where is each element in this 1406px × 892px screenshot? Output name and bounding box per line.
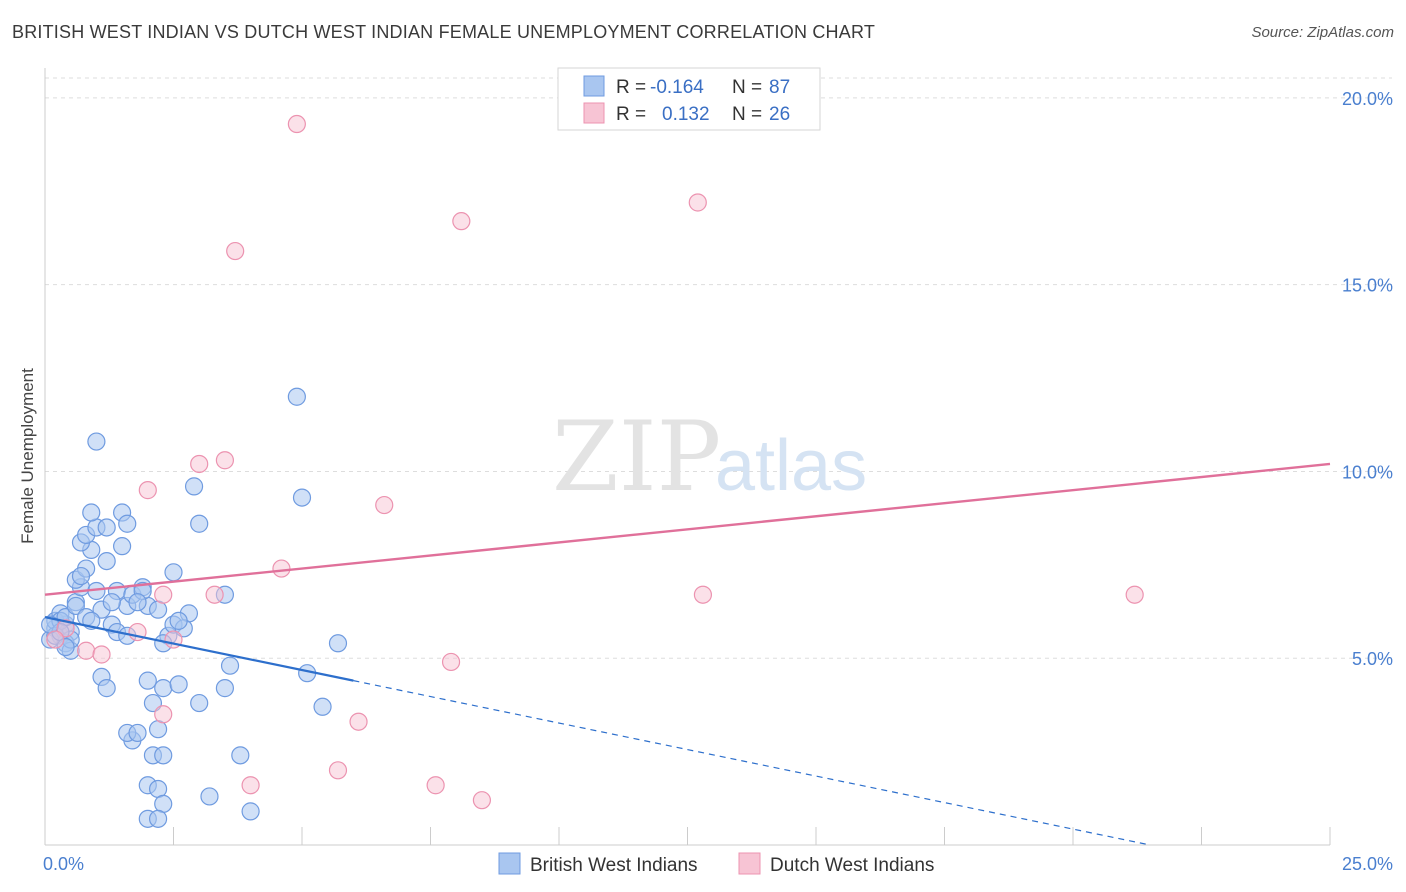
watermark-atlas: atlas <box>715 426 867 506</box>
legend-r-label-blue: R = <box>616 77 646 98</box>
legend-r-label-pink: R = <box>616 104 646 125</box>
data-point-british-west-indian <box>138 671 157 690</box>
x-axis-ticks <box>44 827 1331 845</box>
series-legend: British West Indians Dutch West Indians <box>498 852 934 876</box>
bottom-legend-label-pink: Dutch West Indians <box>770 855 934 876</box>
data-point-british-west-indian <box>118 514 137 533</box>
data-point-dutch-west-indian <box>241 776 260 795</box>
data-point-british-west-indian <box>148 809 168 828</box>
legend-n-value-pink: 26 <box>769 104 790 125</box>
data-point-british-west-indian <box>313 697 332 716</box>
legend-swatch-pink <box>583 102 605 124</box>
data-point-british-west-indian <box>97 551 116 571</box>
data-point-british-west-indian <box>287 387 306 406</box>
x-tick-label: 25.0% <box>1342 854 1393 874</box>
data-point-dutch-west-indian <box>688 193 707 212</box>
data-point-british-west-indian <box>143 693 163 713</box>
data-point-british-west-indian <box>190 514 209 533</box>
x-tick-label: 0.0% <box>43 854 84 874</box>
bottom-legend-swatch-pink <box>738 852 761 875</box>
data-point-dutch-west-indian <box>426 776 445 795</box>
trend-line-dutch-west-indians <box>44 462 1331 596</box>
legend-r-value-pink: 0.132 <box>662 104 710 125</box>
data-point-dutch-west-indian <box>375 495 394 515</box>
source-label: Source: ZipAtlas.com <box>1251 24 1394 41</box>
data-point-british-west-indian <box>71 566 91 586</box>
chart-title: BRITISH WEST INDIAN VS DUTCH WEST INDIAN… <box>12 22 876 42</box>
data-point-dutch-west-indian <box>154 585 173 604</box>
data-point-dutch-west-indian <box>215 451 234 470</box>
data-point-dutch-west-indian <box>138 481 157 500</box>
data-point-dutch-west-indian <box>287 114 306 134</box>
bottom-legend-label-blue: British West Indians <box>530 855 698 876</box>
trend-line-extension-british-west-indians <box>353 680 1151 846</box>
data-point-dutch-west-indian <box>56 619 75 638</box>
data-point-british-west-indian <box>184 477 204 496</box>
series-british-west-indians <box>41 387 348 828</box>
data-point-british-west-indian <box>220 656 240 675</box>
data-point-british-west-indian <box>154 746 173 765</box>
series-dutch-west-indians <box>46 114 1144 810</box>
legend-swatch-blue <box>583 75 605 97</box>
data-point-dutch-west-indian <box>190 454 209 474</box>
y-tick-label: 10.0% <box>1342 462 1393 482</box>
data-point-british-west-indian <box>112 537 132 556</box>
legend-n-label-blue: N = <box>732 77 762 98</box>
y-tick-label: 20.0% <box>1342 89 1393 109</box>
data-point-british-west-indian <box>128 723 147 743</box>
data-point-dutch-west-indian <box>205 585 224 604</box>
data-point-dutch-west-indian <box>349 712 368 731</box>
data-point-dutch-west-indian <box>92 645 111 664</box>
data-point-british-west-indian <box>169 611 188 630</box>
data-point-dutch-west-indian <box>272 559 291 578</box>
data-point-dutch-west-indian <box>1125 585 1144 604</box>
data-point-dutch-west-indian <box>452 212 471 231</box>
data-point-british-west-indian <box>102 593 121 612</box>
data-point-dutch-west-indian <box>46 630 65 649</box>
data-point-british-west-indian <box>241 802 260 821</box>
watermark-zip: ZIP <box>552 401 721 513</box>
data-point-british-west-indian <box>215 679 234 698</box>
correlation-legend: R = -0.164 N = 87 R = 0.132 N = 26 <box>557 67 821 131</box>
data-point-british-west-indian <box>200 787 219 806</box>
data-point-dutch-west-indian <box>472 791 491 810</box>
data-point-british-west-indian <box>97 679 116 698</box>
y-axis-label: Female Unemployment <box>18 368 37 544</box>
data-point-british-west-indian <box>190 693 209 713</box>
y-tick-label: 5.0% <box>1352 649 1393 669</box>
data-point-dutch-west-indian <box>693 585 713 604</box>
legend-n-value-blue: 87 <box>769 77 790 98</box>
data-point-british-west-indian <box>66 596 85 616</box>
data-point-british-west-indian <box>328 634 348 653</box>
data-point-british-west-indian <box>154 679 173 698</box>
data-point-british-west-indian <box>97 518 116 537</box>
data-point-british-west-indian <box>87 432 106 451</box>
data-point-dutch-west-indian <box>441 652 461 672</box>
data-point-dutch-west-indian <box>328 761 348 780</box>
bottom-legend-swatch-blue <box>498 852 521 875</box>
y-axis-tick-labels: 5.0% 10.0% 15.0% 20.0% <box>1342 89 1393 669</box>
trend-line-british-west-indians <box>44 616 354 682</box>
data-point-dutch-west-indian <box>77 641 96 660</box>
data-point-british-west-indian <box>231 746 250 765</box>
data-point-dutch-west-indian <box>226 241 245 261</box>
data-point-british-west-indian <box>128 593 147 612</box>
data-point-british-west-indian <box>164 563 183 582</box>
grid-lines <box>45 77 1392 659</box>
data-point-dutch-west-indian <box>154 705 173 724</box>
data-point-british-west-indian <box>292 488 312 507</box>
y-tick-label: 15.0% <box>1342 276 1393 296</box>
data-point-british-west-indian <box>82 503 101 522</box>
legend-r-value-blue: -0.164 <box>650 77 704 98</box>
x-axis-tick-labels: 0.0% 25.0% <box>43 854 1393 874</box>
legend-n-label-pink: N = <box>732 104 762 125</box>
trend-lines <box>44 462 1331 846</box>
data-point-british-west-indian <box>169 675 188 694</box>
